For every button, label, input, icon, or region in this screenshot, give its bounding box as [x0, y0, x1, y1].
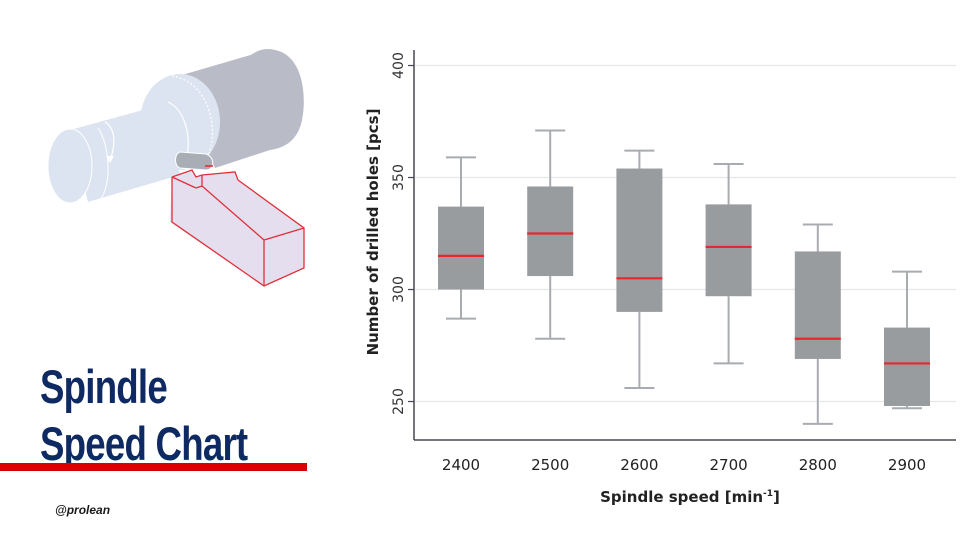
- page-title: Spindle Speed Chart: [40, 358, 248, 472]
- gridlines: [414, 64, 956, 403]
- box-2800: [794, 223, 841, 425]
- iqr-box: [438, 206, 484, 290]
- iqr-box: [527, 186, 574, 277]
- axes: [408, 50, 956, 441]
- box-2600: [616, 149, 663, 390]
- y-tick-label: 300: [391, 276, 407, 303]
- lathe-turning-tool-icon: [47, 49, 305, 287]
- iqr-box: [705, 204, 752, 297]
- box-2900: [884, 270, 930, 410]
- box-2700: [705, 163, 752, 365]
- x-tick-label: 2500: [531, 456, 569, 474]
- x-tick-label: 2900: [888, 456, 926, 474]
- iqr-box: [794, 251, 841, 359]
- box-2400: [438, 156, 484, 320]
- y-tick-label: 400: [391, 52, 407, 79]
- title-line-2: Speed Chart: [40, 417, 248, 470]
- x-axis-label: Spindle speed [min-1]: [600, 488, 780, 506]
- box-series: [438, 129, 930, 425]
- x-tick-label: 2400: [442, 456, 480, 474]
- x-tick-label: 2800: [799, 456, 837, 474]
- title-line-1: Spindle: [40, 360, 168, 413]
- box-2500: [527, 129, 574, 340]
- x-tick-label: 2700: [710, 456, 748, 474]
- y-tick-labels: 250 300 350 400: [391, 52, 407, 415]
- x-tick-labels: 2400 2500 2600 2700 2800 2900: [442, 456, 926, 474]
- y-axis-label: Number of drilled holes [pcs]: [364, 109, 382, 356]
- x-tick-label: 2600: [620, 456, 658, 474]
- y-tick-label: 250: [391, 388, 407, 415]
- iqr-box: [616, 168, 663, 312]
- y-tick-label: 350: [391, 164, 407, 191]
- title-underline: [0, 463, 307, 471]
- brand-handle: @prolean: [55, 503, 111, 517]
- iqr-box: [884, 327, 930, 406]
